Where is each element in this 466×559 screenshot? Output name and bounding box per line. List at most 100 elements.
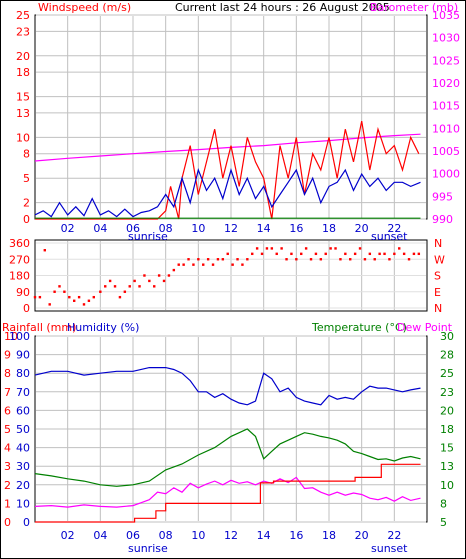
temperature-tick-label: 8 bbox=[440, 497, 447, 510]
sunrise-label-top: sunrise bbox=[128, 230, 168, 243]
direction-point bbox=[402, 252, 406, 256]
direction-point bbox=[300, 252, 303, 256]
windspeed-tick-label: 13 bbox=[16, 107, 30, 120]
direction-point bbox=[221, 258, 225, 261]
direction-point bbox=[192, 263, 195, 266]
temperature-tick-label: 23 bbox=[440, 386, 454, 399]
windspeed-tick-label: 8 bbox=[23, 148, 30, 161]
humidity-tick-label: 40 bbox=[16, 442, 30, 455]
direction-point bbox=[148, 279, 151, 283]
hour-tick-label: 06 bbox=[126, 529, 140, 542]
direction-point bbox=[349, 258, 352, 261]
direction-point bbox=[295, 258, 298, 261]
direction-point bbox=[153, 285, 156, 288]
direction-point bbox=[108, 279, 112, 283]
rainfall-tick-label: 1 bbox=[4, 497, 11, 510]
direction-point bbox=[344, 252, 347, 256]
barometer-axis-label: Barometer (mb) bbox=[370, 1, 458, 14]
direction-point bbox=[187, 258, 190, 261]
direction-point bbox=[43, 249, 46, 252]
rainfall-tick-label: 9 bbox=[4, 349, 11, 362]
temperature-tick-label: 30 bbox=[440, 330, 454, 343]
direction-point bbox=[290, 252, 293, 256]
hour-tick-label: 02 bbox=[61, 529, 75, 542]
windspeed-tick-label: 2 bbox=[23, 197, 30, 210]
compass-tick-label: E bbox=[434, 286, 441, 299]
direction-point bbox=[162, 279, 166, 283]
direction-point bbox=[206, 258, 210, 261]
direction-point bbox=[113, 285, 117, 288]
rainfall-tick-label: 10 bbox=[4, 330, 18, 343]
barometer-tick-label: 1015 bbox=[432, 100, 460, 113]
rainfall-tick-label: 8 bbox=[4, 367, 11, 380]
windspeed-tick-label: 10 bbox=[16, 131, 30, 144]
hour-tick-label: 18 bbox=[322, 529, 336, 542]
direction-point bbox=[398, 247, 401, 250]
windspeed-tick-label: 18 bbox=[16, 66, 30, 79]
direction-point bbox=[211, 263, 215, 266]
direction-point bbox=[38, 295, 42, 299]
chart-title: Current last 24 hours : 26 August 2005 bbox=[175, 1, 390, 14]
direction-point bbox=[304, 247, 308, 250]
hour-tick-label: 02 bbox=[61, 222, 75, 235]
compass-tick-label: N bbox=[434, 237, 442, 250]
barometer-tick-label: 1020 bbox=[432, 77, 460, 90]
barometer-tick-label: 1035 bbox=[432, 9, 460, 22]
hour-tick-label: 12 bbox=[224, 222, 238, 235]
rainfall-tick-label: 7 bbox=[4, 386, 11, 399]
hour-tick-label: 20 bbox=[355, 529, 369, 542]
direction-point bbox=[123, 290, 127, 293]
direction-point bbox=[285, 258, 288, 261]
hour-tick-label: 16 bbox=[289, 529, 303, 542]
direction-point bbox=[417, 252, 421, 256]
series-line-p3-1 bbox=[34, 428, 421, 487]
direction-point bbox=[324, 252, 327, 256]
direction-point bbox=[172, 268, 176, 272]
barometer-tick-label: 990 bbox=[432, 213, 453, 226]
hour-tick-label: 04 bbox=[93, 529, 107, 542]
temperature-tick-label: 18 bbox=[440, 423, 454, 436]
hour-tick-label: 08 bbox=[159, 222, 173, 235]
panel2-frame bbox=[34, 239, 428, 312]
direction-point bbox=[133, 279, 136, 283]
direction-point bbox=[241, 263, 244, 266]
humidity-tick-label: 50 bbox=[16, 423, 30, 436]
windspeed-tick-label: 15 bbox=[16, 91, 30, 104]
humidity-tick-label: 80 bbox=[16, 367, 30, 380]
temperature-tick-label: 25 bbox=[440, 367, 454, 380]
direction-point bbox=[319, 258, 323, 261]
direction-point bbox=[378, 252, 381, 256]
compass-tick-label: S bbox=[434, 270, 441, 283]
direction-point bbox=[407, 258, 411, 261]
windspeed-tick-label: 5 bbox=[23, 172, 30, 185]
hour-tick-label: 10 bbox=[191, 222, 205, 235]
sunset-label-bottom: sunset bbox=[371, 542, 408, 555]
direction-point bbox=[383, 252, 386, 256]
direction-point bbox=[138, 285, 141, 288]
direction-point bbox=[329, 247, 332, 250]
rainfall-tick-label: 0 bbox=[4, 516, 11, 529]
hour-tick-label: 04 bbox=[93, 222, 107, 235]
series-line-1 bbox=[35, 120, 420, 220]
direction-point bbox=[353, 252, 357, 256]
direction-point bbox=[363, 258, 367, 261]
direction-point bbox=[393, 252, 396, 256]
hour-tick-label: 06 bbox=[126, 222, 140, 235]
direction-point bbox=[182, 263, 185, 266]
direction-point bbox=[33, 295, 37, 299]
temperature-tick-label: 13 bbox=[440, 460, 454, 473]
direction-point bbox=[87, 299, 91, 302]
direction-point bbox=[275, 252, 278, 256]
sunset-label-top: sunset bbox=[371, 230, 408, 243]
temperature-tick-label: 15 bbox=[440, 442, 454, 455]
barometer-tick-label: 1025 bbox=[432, 54, 460, 67]
rainfall-tick-label: 4 bbox=[4, 442, 11, 455]
windspeed-tick-label: 20 bbox=[16, 50, 30, 63]
humidity-tick-label: 10 bbox=[16, 497, 30, 510]
direction-tick-label: 180 bbox=[9, 270, 30, 283]
direction-point bbox=[373, 258, 376, 261]
direction-point bbox=[104, 285, 107, 288]
barometer-tick-label: 995 bbox=[432, 190, 453, 203]
direction-point bbox=[231, 263, 234, 266]
direction-tick-label: 0 bbox=[23, 302, 30, 315]
